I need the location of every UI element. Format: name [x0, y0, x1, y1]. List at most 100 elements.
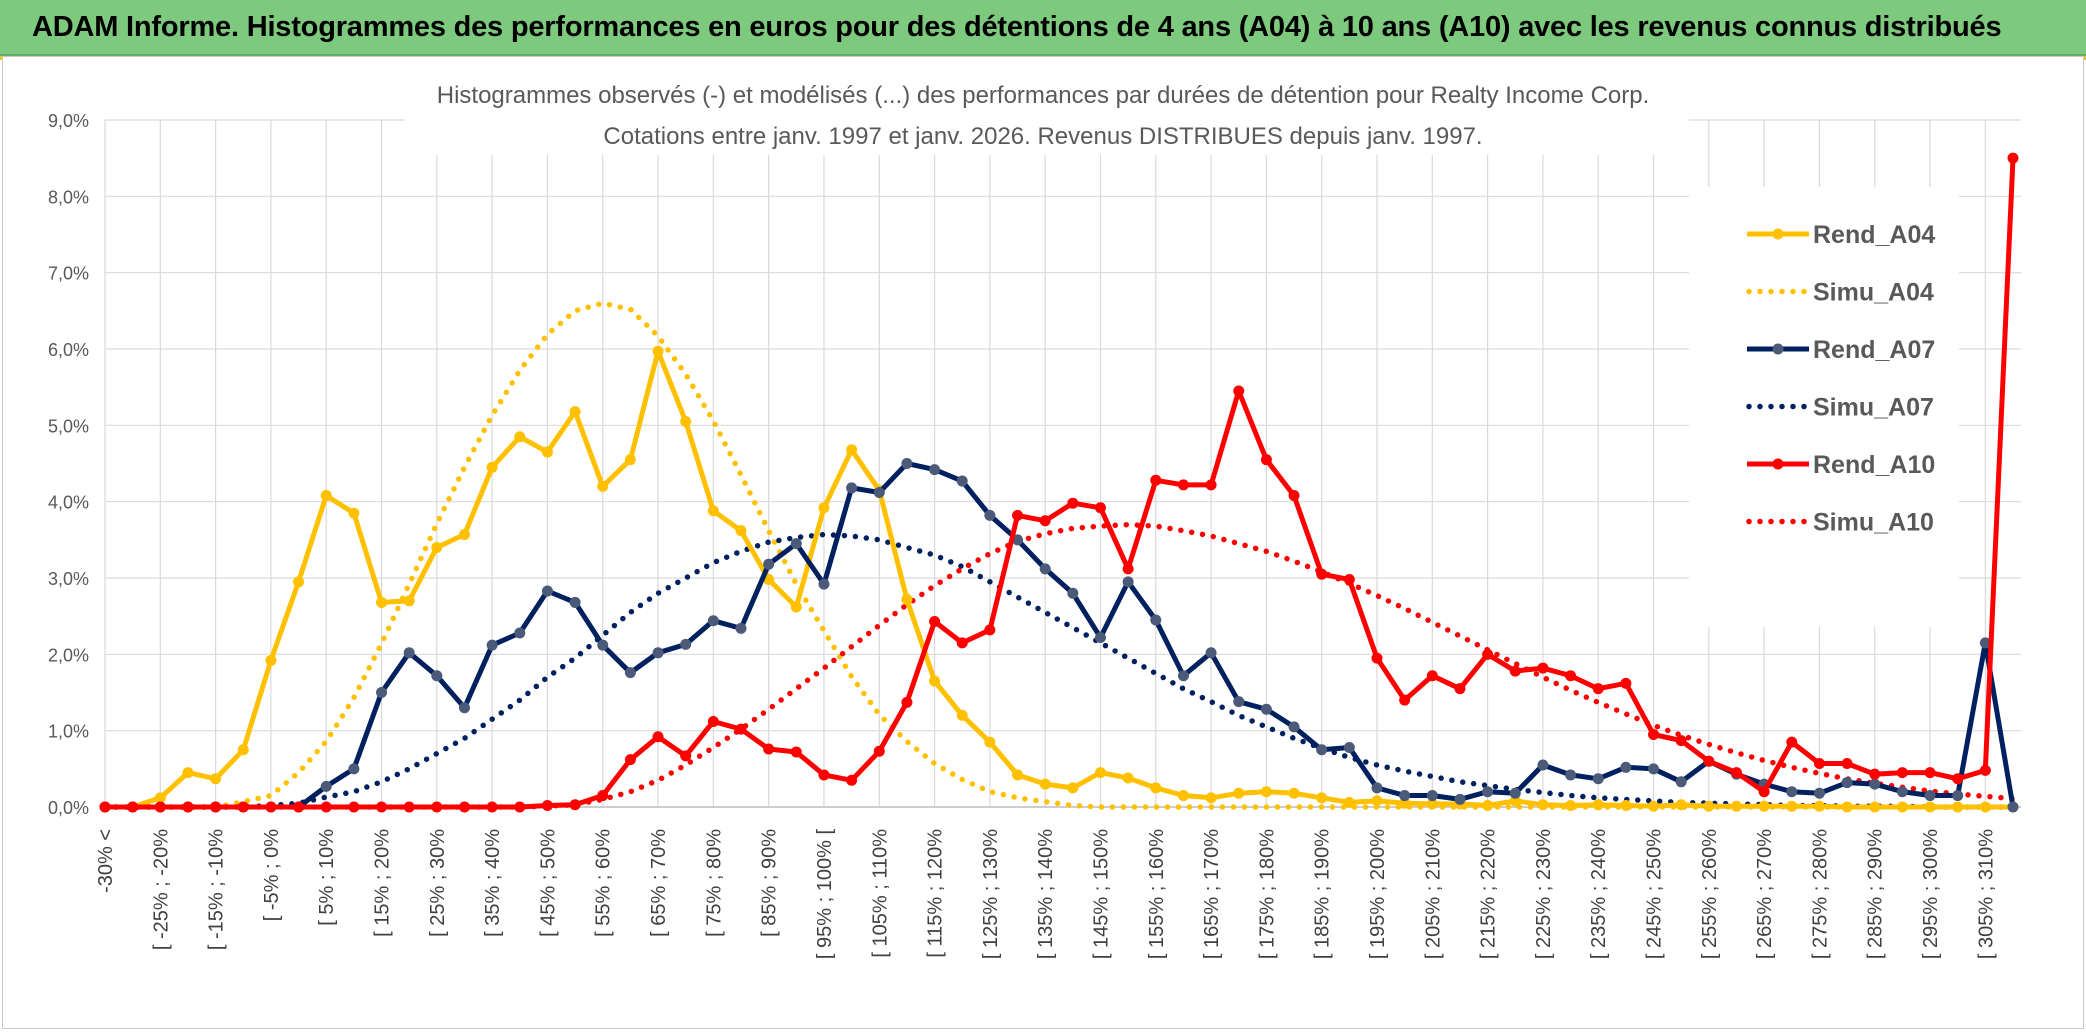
- data-point: [1094, 502, 1106, 514]
- data-point: [597, 790, 609, 802]
- data-point: [652, 345, 664, 357]
- x-tick-label: [ 125% ; 130%: [980, 829, 1002, 959]
- data-point: [1067, 497, 1079, 509]
- data-point: [1565, 799, 1577, 811]
- y-tick-label: 4,0%: [48, 493, 89, 513]
- data-point: [1841, 757, 1853, 769]
- x-tick-label: [ 35% ; 40%: [482, 829, 504, 937]
- x-tick-label: [ 115% ; 120%: [925, 829, 947, 958]
- data-point: [1316, 744, 1328, 756]
- data-point: [1869, 801, 1881, 813]
- data-point: [431, 801, 443, 813]
- series-rend-a04: [99, 345, 2019, 813]
- data-point: [763, 558, 775, 570]
- data-point: [514, 801, 526, 813]
- data-point: [1758, 800, 1770, 812]
- data-point: [1012, 509, 1024, 521]
- data-point: [210, 801, 222, 813]
- data-point: [486, 639, 498, 651]
- x-axis-ticks: -30% < [ -25% ; -20% [ -15% ; -10% [ -5% ; …: [95, 829, 1997, 960]
- data-point: [1730, 767, 1742, 779]
- data-point: [1952, 773, 1964, 785]
- data-point: [1067, 782, 1079, 794]
- data-point: [1177, 790, 1189, 802]
- legend-item-simu-a04: Simu_A04: [1746, 279, 1934, 307]
- y-tick-label: 5,0%: [48, 416, 89, 436]
- data-point: [790, 746, 802, 758]
- x-tick-label: -30% <: [95, 829, 117, 893]
- data-point: [680, 750, 692, 762]
- data-point: [1730, 800, 1742, 812]
- data-point: [1122, 576, 1134, 588]
- legend-item-rend-a04: Rend_A04: [1747, 221, 1935, 249]
- data-point: [1371, 795, 1383, 807]
- legend-background: [1689, 187, 1959, 627]
- x-tick-label: [ 85% ; 90%: [759, 829, 781, 937]
- data-point: [1758, 786, 1770, 798]
- series-line: [102, 531, 2016, 810]
- data-point: [237, 744, 249, 756]
- data-point: [348, 763, 360, 775]
- data-point: [1343, 574, 1355, 586]
- data-point: [1454, 793, 1466, 805]
- data-point: [1869, 768, 1881, 780]
- y-tick-label: 0,0%: [48, 798, 89, 818]
- data-point: [790, 538, 802, 550]
- x-tick-label: [ -5% ; 0%: [261, 829, 283, 921]
- data-point: [1343, 741, 1355, 753]
- data-point: [1924, 801, 1936, 813]
- data-point: [1399, 790, 1411, 802]
- data-point: [1454, 683, 1466, 695]
- data-point: [1592, 799, 1604, 811]
- data-point: [1537, 759, 1549, 771]
- data-point: [1399, 694, 1411, 706]
- y-tick-label: 7,0%: [48, 264, 89, 284]
- x-tick-label: [ 185% ; 190%: [1312, 829, 1334, 959]
- data-point: [1786, 736, 1798, 748]
- x-tick-label: [ 145% ; 150%: [1090, 829, 1112, 959]
- data-point: [1426, 670, 1438, 682]
- data-point: [182, 767, 194, 779]
- data-point: [956, 637, 968, 649]
- x-tick-label: [ 205% ; 210%: [1422, 829, 1444, 959]
- data-point: [1786, 800, 1798, 812]
- data-point: [873, 487, 885, 499]
- data-point: [1565, 769, 1577, 781]
- report-header: ADAM Informe. Histogrammes des performan…: [0, 0, 2086, 56]
- chart-title: Histogrammes observés (-) et modélisés (…: [437, 82, 1650, 109]
- x-tick-label: [ 245% ; 250%: [1644, 829, 1666, 959]
- data-point: [1509, 787, 1521, 799]
- data-point: [956, 475, 968, 487]
- data-point: [707, 505, 719, 517]
- data-point: [680, 638, 692, 650]
- data-point: [127, 801, 139, 813]
- legend-label: Rend_A07: [1813, 336, 1935, 364]
- data-point: [818, 578, 830, 590]
- legend-label: Rend_A10: [1813, 451, 1935, 479]
- chart-legend: Rend_A04 Simu_A04 Rend_A07 Simu_A07 Rend_A10…: [1746, 221, 1935, 537]
- data-point: [1896, 786, 1908, 798]
- data-point: [541, 446, 553, 458]
- data-point: [1896, 767, 1908, 779]
- legend-label: Simu_A10: [1813, 509, 1934, 537]
- data-point: [293, 801, 305, 813]
- x-tick-label: [ 295% ; 300%: [1920, 829, 1942, 959]
- data-point: [1233, 696, 1245, 708]
- data-point: [1067, 587, 1079, 599]
- data-point: [846, 444, 858, 456]
- x-tick-label: [ 285% ; 290%: [1865, 829, 1887, 959]
- x-tick-label: [ 195% ; 200%: [1367, 829, 1389, 959]
- data-point: [901, 696, 913, 708]
- data-point: [99, 801, 111, 813]
- data-point: [1648, 800, 1660, 812]
- data-point: [431, 541, 443, 553]
- data-point: [901, 458, 913, 469]
- data-point: [348, 801, 360, 813]
- x-tick-label: [ -25% ; -20%: [150, 829, 172, 950]
- data-point: [1205, 792, 1217, 804]
- data-point: [154, 792, 166, 804]
- data-point: [1537, 662, 1549, 674]
- data-point: [790, 601, 802, 613]
- data-point: [1924, 790, 1936, 802]
- x-tick-label: [ 155% ; 160%: [1146, 829, 1168, 959]
